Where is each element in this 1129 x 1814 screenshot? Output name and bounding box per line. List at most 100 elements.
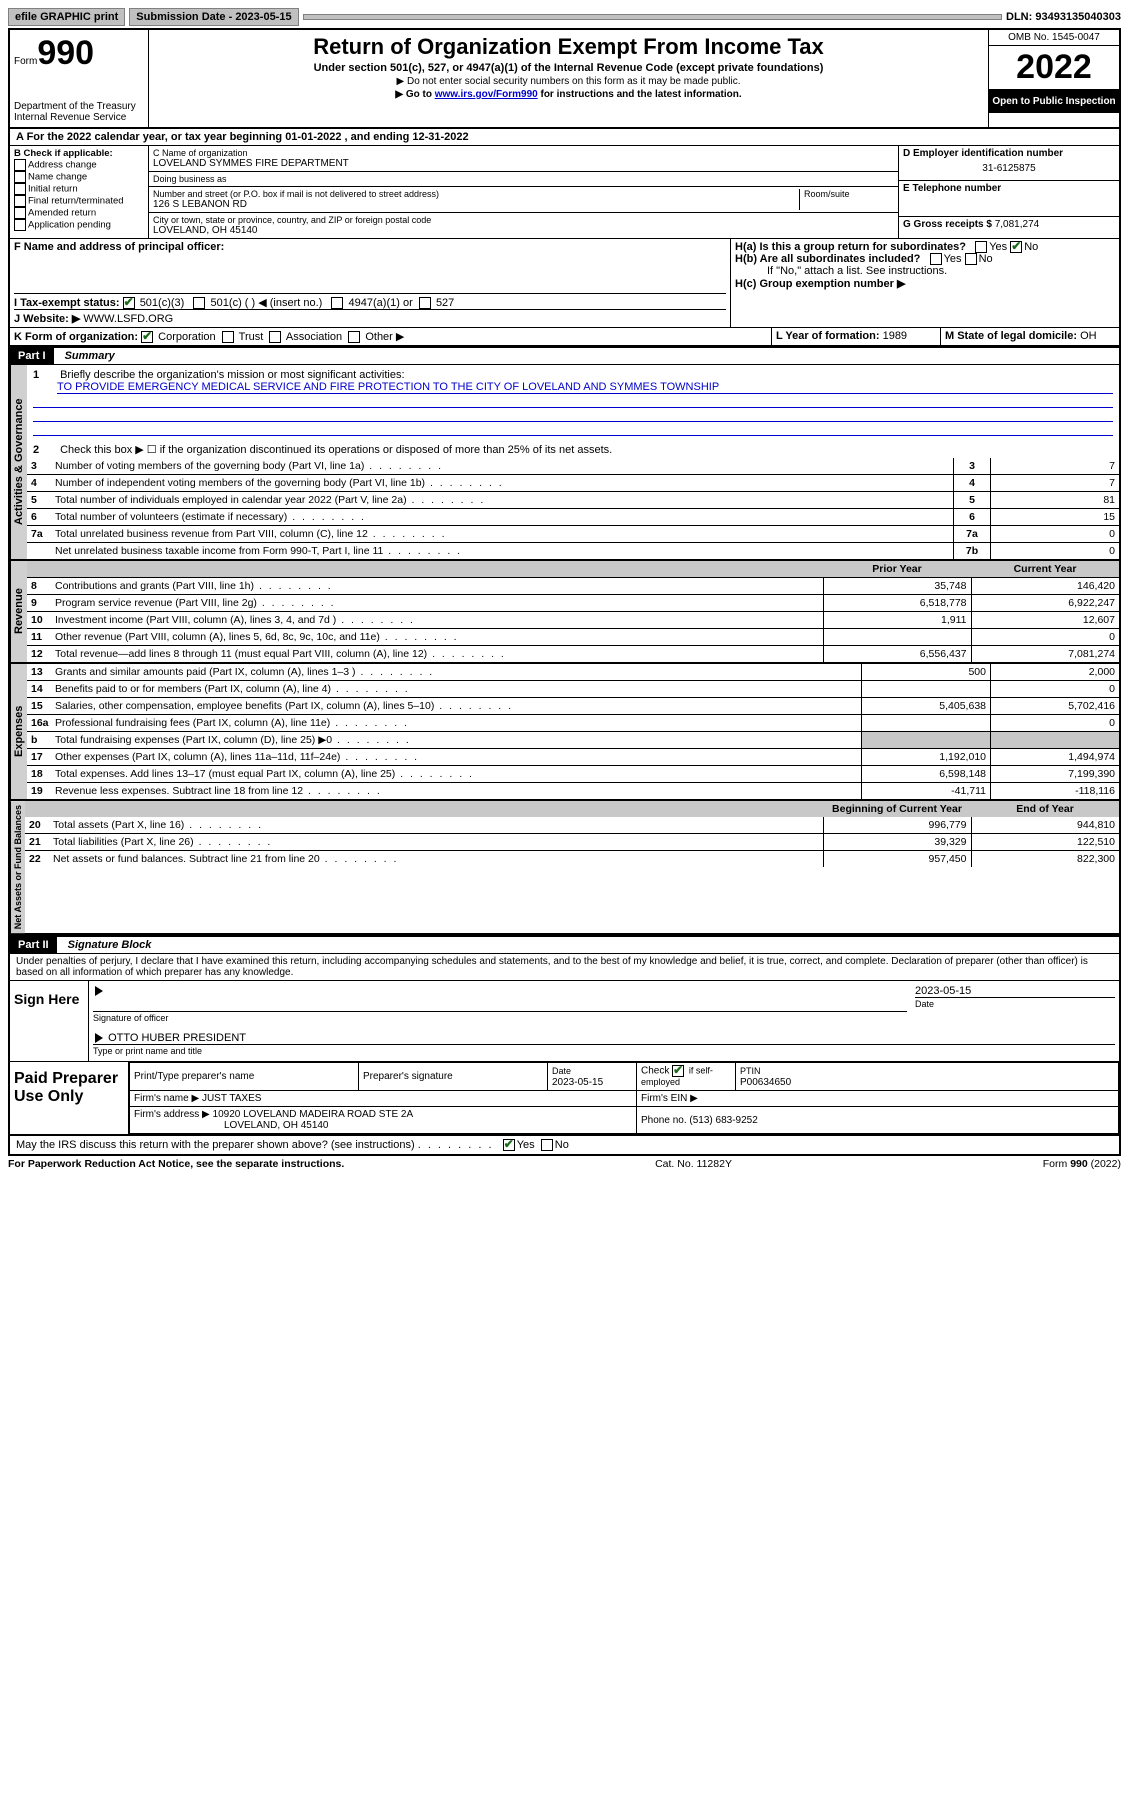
footer-right: Form 990 (2022) xyxy=(1043,1158,1121,1170)
check-527[interactable] xyxy=(419,297,431,309)
ha-line: H(a) Is this a group return for subordin… xyxy=(735,241,1115,253)
check-address-change[interactable] xyxy=(14,159,26,171)
firm-phone: (513) 683-9252 xyxy=(689,1115,757,1126)
check-assoc[interactable] xyxy=(269,331,281,343)
hc-label: H(c) Group exemption number ▶ xyxy=(735,277,1115,290)
table-row: 14Benefits paid to or for members (Part … xyxy=(27,681,1119,698)
table-row: 6Total number of volunteers (estimate if… xyxy=(27,509,1119,526)
table-row: Net unrelated business taxable income fr… xyxy=(27,543,1119,560)
year-formation-label: L Year of formation: xyxy=(776,330,880,342)
tab-governance: Activities & Governance xyxy=(10,365,27,559)
preparer-table: Print/Type preparer's name Preparer's si… xyxy=(129,1062,1119,1134)
sig-date: 2023-05-15 xyxy=(915,985,1115,997)
dept-treasury: Department of the Treasury xyxy=(14,101,144,112)
tab-revenue: Revenue xyxy=(10,561,27,662)
lbl-501c: 501(c) ( ) ◀ (insert no.) xyxy=(211,297,323,309)
mission-text: TO PROVIDE EMERGENCY MEDICAL SERVICE AND… xyxy=(57,381,1113,394)
firm-addr-label: Firm's address ▶ xyxy=(134,1109,210,1120)
sign-here-label: Sign Here xyxy=(10,981,89,1061)
paid-preparer-block: Paid Preparer Use Only Print/Type prepar… xyxy=(10,1062,1119,1136)
prep-date: 2023-05-15 xyxy=(552,1077,603,1088)
form-990-text: 990 xyxy=(37,34,94,72)
hb-note: If "No," attach a list. See instructions… xyxy=(735,265,1115,277)
check-trust[interactable] xyxy=(222,331,234,343)
ptin-label: PTIN xyxy=(740,1066,761,1076)
entity-info-block: B Check if applicable: Address change Na… xyxy=(10,146,1119,239)
check-ha-no[interactable] xyxy=(1010,241,1022,253)
part1-header: Part I Summary xyxy=(10,346,1119,365)
prep-date-label: Date xyxy=(552,1066,571,1076)
firm-name: JUST TAXES xyxy=(202,1093,261,1104)
table-row: 5Total number of individuals employed in… xyxy=(27,492,1119,509)
lbl-amended: Amended return xyxy=(28,208,96,219)
form-subtitle: Under section 501(c), 527, or 4947(a)(1)… xyxy=(155,62,982,74)
expenses-section: Expenses 13Grants and similar amounts pa… xyxy=(10,664,1119,801)
firm-phone-label: Phone no. xyxy=(641,1115,687,1126)
firm-addr1: 10920 LOVELAND MADEIRA ROAD STE 2A xyxy=(213,1109,414,1120)
col-prior-year: Prior Year xyxy=(823,561,971,578)
form990-link[interactable]: www.irs.gov/Form990 xyxy=(435,89,538,100)
check-final-return[interactable] xyxy=(14,195,26,207)
check-initial-return[interactable] xyxy=(14,183,26,195)
table-row: bTotal fundraising expenses (Part IX, co… xyxy=(27,732,1119,749)
tax-exempt-label: I Tax-exempt status: xyxy=(14,297,120,309)
top-toolbar: efile GRAPHIC print Submission Date - 20… xyxy=(8,8,1121,26)
hb-label: H(b) Are all subordinates included? xyxy=(735,253,920,265)
table-row: 15Salaries, other compensation, employee… xyxy=(27,698,1119,715)
check-name-change[interactable] xyxy=(14,171,26,183)
check-501c3[interactable] xyxy=(123,297,135,309)
governance-table: 3Number of voting members of the governi… xyxy=(27,458,1119,559)
check-hb-no[interactable] xyxy=(965,253,977,265)
table-row: 10Investment income (Part VIII, column (… xyxy=(27,612,1119,629)
irs-label: Internal Revenue Service xyxy=(14,112,144,123)
website-label: J Website: ▶ xyxy=(14,313,80,325)
prep-name-label: Print/Type preparer's name xyxy=(130,1063,359,1091)
spacer-bar xyxy=(303,14,1002,20)
form-title: Return of Organization Exempt From Incom… xyxy=(155,34,982,60)
table-row: 8Contributions and grants (Part VIII, li… xyxy=(27,578,1119,595)
k-l-m-block: K Form of organization: Corporation Trus… xyxy=(10,328,1119,346)
dba-label: Doing business as xyxy=(153,174,894,184)
check-discuss-yes[interactable] xyxy=(503,1139,515,1151)
check-discuss-no[interactable] xyxy=(541,1139,553,1151)
check-hb-yes[interactable] xyxy=(930,253,942,265)
box-b-title: B Check if applicable: xyxy=(14,148,144,159)
tab-expenses: Expenses xyxy=(10,664,27,799)
check-corp[interactable] xyxy=(141,331,153,343)
check-self-employed[interactable] xyxy=(672,1065,684,1077)
table-row: 7aTotal unrelated business revenue from … xyxy=(27,526,1119,543)
lbl-initial-return: Initial return xyxy=(28,184,78,195)
box-c: C Name of organization LOVELAND SYMMES F… xyxy=(149,146,899,238)
check-amended[interactable] xyxy=(14,207,26,219)
officer-label: F Name and address of principal officer: xyxy=(14,241,726,253)
col-end: End of Year xyxy=(971,801,1119,817)
revenue-section: Revenue Prior Year Current Year 8Contrib… xyxy=(10,561,1119,664)
gross-receipts-value: 7,081,274 xyxy=(995,219,1040,230)
officer-name-title: OTTO HUBER PRESIDENT xyxy=(108,1032,246,1044)
table-row: 21Total liabilities (Part X, line 26)39,… xyxy=(25,834,1119,851)
lbl-other: Other ▶ xyxy=(365,331,404,343)
mission-blank-1 xyxy=(33,395,1113,408)
efile-button[interactable]: efile GRAPHIC print xyxy=(8,8,125,26)
check-app-pending[interactable] xyxy=(14,219,26,231)
firm-name-label: Firm's name ▶ xyxy=(134,1093,199,1104)
lbl-assoc: Association xyxy=(286,331,342,343)
part1-title: Summary xyxy=(57,350,115,362)
lbl-corp: Corporation xyxy=(158,331,215,343)
check-other[interactable] xyxy=(348,331,360,343)
lbl-501c3: 501(c)(3) xyxy=(140,297,185,309)
check-4947[interactable] xyxy=(331,297,343,309)
table-row: 13Grants and similar amounts paid (Part … xyxy=(27,664,1119,681)
officer-value xyxy=(14,253,726,293)
check-ha-yes[interactable] xyxy=(975,241,987,253)
line1-idx: 1 xyxy=(33,369,57,381)
check-501c[interactable] xyxy=(193,297,205,309)
table-row: 20Total assets (Part X, line 16)996,7799… xyxy=(25,817,1119,834)
table-row: 22Net assets or fund balances. Subtract … xyxy=(25,851,1119,868)
gross-receipts-label: G Gross receipts $ xyxy=(903,219,992,230)
submission-date-button[interactable]: Submission Date - 2023-05-15 xyxy=(129,8,298,26)
lbl-527: 527 xyxy=(436,297,454,309)
tax-year-line: A For the 2022 calendar year, or tax yea… xyxy=(10,129,1119,146)
part2-header: Part II Signature Block xyxy=(10,935,1119,954)
goto-pre: ▶ Go to xyxy=(395,89,434,100)
